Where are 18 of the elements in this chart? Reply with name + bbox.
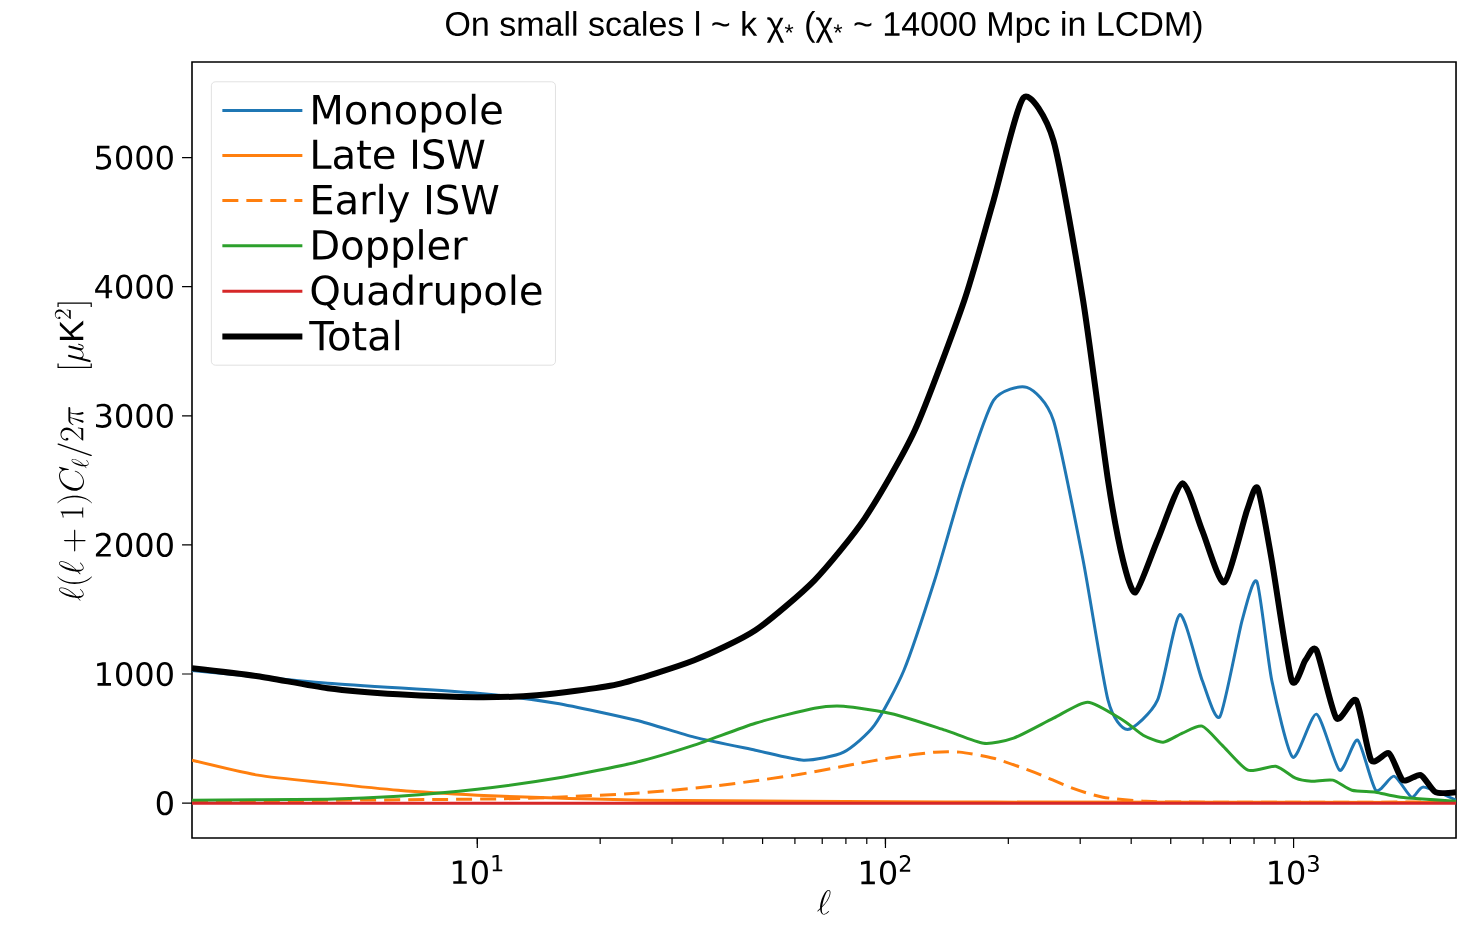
y-tick-label: 1000 <box>97 661 173 687</box>
legend-label: Monopole <box>313 93 502 133</box>
legend-label: Total <box>309 319 400 351</box>
x-axis-title: $\ell$ <box>817 889 831 915</box>
x-tick-label: 10$^{3}$ <box>1269 855 1319 885</box>
y-tick-label: 5000 <box>96 145 173 170</box>
y-tick-label: 0 <box>156 791 173 816</box>
y-axis-title: $\ell(\ell+1)C_\ell/2\pi\quad[\mu\mathrm{K}^2]$ <box>54 302 92 601</box>
legend-label: Doppler <box>313 229 468 268</box>
legend-label: Quadrupole <box>311 274 542 314</box>
x-tick-label: 10$^{1}$ <box>452 855 503 885</box>
y-tick-label: 2000 <box>95 532 173 558</box>
x-tick-label: 10$^{2}$ <box>861 855 911 885</box>
y-tick-label: 3000 <box>96 403 173 428</box>
legend-label: Late ISW <box>313 139 485 170</box>
legend-label: Early ISW <box>313 183 499 223</box>
chart-title: On small scales l ~ k χ$_{*}$ (χ$_{*}$ ~ 14000 Mpc in LCDM) <box>446 11 1202 43</box>
y-tick-label: 4000 <box>95 274 173 299</box>
